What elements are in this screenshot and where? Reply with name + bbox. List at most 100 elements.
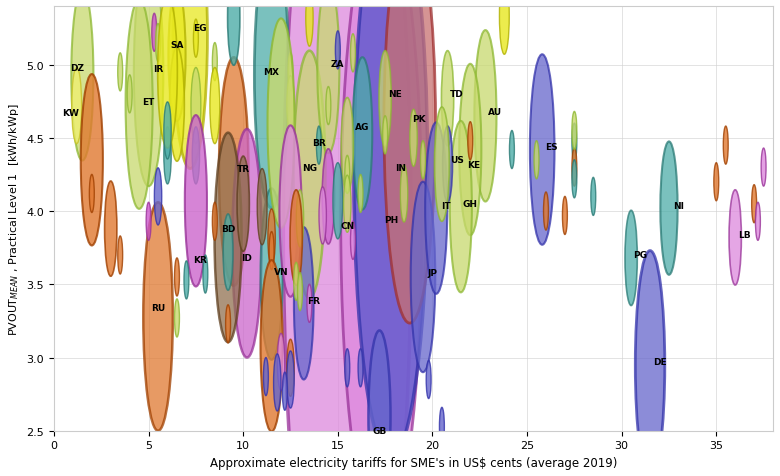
Circle shape [126,0,153,209]
Text: KW: KW [62,109,80,118]
Circle shape [319,188,326,245]
Circle shape [164,128,171,185]
Circle shape [345,156,349,194]
Circle shape [290,190,303,286]
Circle shape [544,193,548,230]
Circle shape [450,122,472,293]
Circle shape [441,51,454,147]
Circle shape [635,251,665,476]
Circle shape [134,0,163,187]
Circle shape [228,0,240,66]
Text: GH: GH [463,200,478,209]
Circle shape [212,43,218,81]
Circle shape [287,351,294,408]
Circle shape [426,361,431,399]
Circle shape [81,75,103,246]
Text: DE: DE [653,357,666,367]
Circle shape [193,20,198,58]
Text: CN: CN [340,222,354,231]
Circle shape [257,169,267,245]
Circle shape [344,176,351,233]
Circle shape [173,0,207,169]
Circle shape [358,175,363,213]
Circle shape [420,141,425,179]
Circle shape [237,157,250,252]
Circle shape [317,0,339,154]
Circle shape [353,58,372,210]
Circle shape [358,349,363,387]
Text: IR: IR [153,65,163,74]
Text: AG: AG [355,122,370,131]
Circle shape [499,0,509,55]
Circle shape [155,24,161,62]
Text: EG: EG [193,24,207,33]
Circle shape [411,182,435,372]
Circle shape [468,122,473,160]
Circle shape [118,237,122,275]
Text: NI: NI [673,201,684,210]
Text: ZA: ZA [331,60,345,69]
Circle shape [459,65,481,236]
Circle shape [296,190,303,248]
Circle shape [322,149,335,245]
Circle shape [590,178,596,216]
Circle shape [714,163,718,201]
Circle shape [269,232,274,270]
Circle shape [212,203,218,241]
Circle shape [274,354,281,411]
Circle shape [326,87,331,125]
Text: ID: ID [242,254,253,263]
Circle shape [146,203,151,241]
Text: NE: NE [388,90,402,99]
Circle shape [317,127,321,165]
Text: ES: ES [545,143,558,152]
Circle shape [184,261,189,299]
Circle shape [168,0,186,122]
Circle shape [341,99,353,193]
Circle shape [333,163,342,239]
Circle shape [572,160,577,198]
Circle shape [192,128,200,185]
Circle shape [443,127,452,203]
Circle shape [254,0,289,208]
X-axis label: Approximate electricity tariffs for SME's in US$ cents (average 2019): Approximate electricity tariffs for SME'… [210,456,617,469]
Circle shape [572,112,577,150]
Text: PK: PK [413,115,426,124]
Circle shape [144,203,173,431]
Circle shape [384,0,435,323]
Circle shape [225,305,231,343]
Circle shape [72,69,82,144]
Circle shape [127,76,132,114]
Text: PH: PH [384,216,398,225]
Circle shape [354,0,427,457]
Circle shape [264,358,268,396]
Circle shape [425,123,447,294]
Circle shape [261,189,282,360]
Text: GB: GB [372,426,387,436]
Circle shape [261,260,282,432]
Circle shape [294,263,299,301]
Circle shape [509,131,514,169]
Circle shape [283,0,411,476]
Text: TR: TR [236,165,250,174]
Circle shape [268,209,275,267]
Circle shape [152,14,157,52]
Circle shape [203,256,207,294]
Circle shape [268,20,295,228]
Text: JP: JP [427,268,438,278]
Text: KE: KE [467,160,480,169]
Text: US: US [450,156,464,165]
Circle shape [474,31,497,202]
Circle shape [164,103,171,159]
Circle shape [287,339,294,397]
Circle shape [118,54,122,92]
Y-axis label: PVOUT$_{MEAN}$ , Practical Level 1  [kWh/kWp]: PVOUT$_{MEAN}$ , Practical Level 1 [kWh/… [7,103,21,335]
Text: FR: FR [307,296,320,305]
Circle shape [306,0,313,47]
Text: SA: SA [170,40,184,50]
Circle shape [534,141,539,179]
Circle shape [345,349,349,387]
Circle shape [723,127,729,165]
Circle shape [297,273,303,311]
Circle shape [294,228,314,380]
